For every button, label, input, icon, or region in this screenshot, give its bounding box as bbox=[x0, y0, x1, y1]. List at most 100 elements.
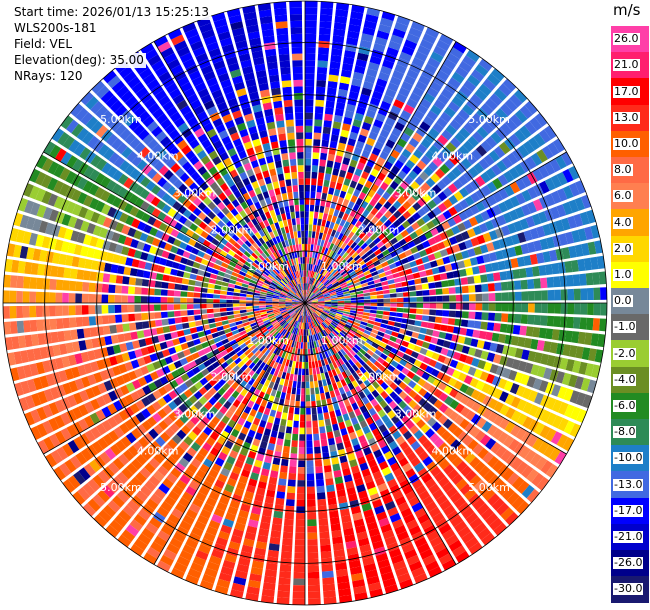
velocity-gate-cell bbox=[112, 413, 124, 425]
velocity-gate-cell bbox=[144, 151, 155, 163]
velocity-gate-cell bbox=[448, 310, 456, 318]
velocity-gate-cell bbox=[309, 307, 314, 314]
velocity-gate-cell bbox=[246, 414, 255, 423]
velocity-gate-cell bbox=[357, 206, 365, 215]
velocity-gate-cell bbox=[176, 270, 185, 278]
velocity-gate-cell bbox=[406, 185, 416, 196]
velocity-gate-cell bbox=[314, 272, 318, 279]
velocity-gate-cell bbox=[422, 290, 430, 296]
velocity-gate-cell bbox=[408, 525, 422, 536]
velocity-gate-cell bbox=[165, 340, 174, 348]
velocity-gate-cell bbox=[442, 446, 454, 458]
velocity-gate-cell bbox=[269, 316, 276, 321]
velocity-gate-cell bbox=[600, 303, 607, 316]
velocity-gate-cell bbox=[140, 252, 149, 261]
velocity-gate-cell bbox=[251, 324, 259, 330]
velocity-gate-cell bbox=[405, 348, 413, 356]
velocity-gate-cell bbox=[240, 469, 251, 478]
velocity-gate-cell bbox=[388, 205, 397, 214]
velocity-gate-cell bbox=[93, 514, 108, 528]
velocity-gate-cell bbox=[264, 280, 271, 286]
velocity-gate-cell bbox=[239, 210, 247, 218]
velocity-gate-cell bbox=[198, 221, 208, 230]
velocity-gate-cell bbox=[197, 211, 207, 221]
velocity-gate-cell bbox=[255, 317, 263, 322]
velocity-gate-cell bbox=[386, 258, 395, 265]
velocity-gate-cell bbox=[161, 365, 171, 375]
velocity-gate-cell bbox=[174, 418, 185, 429]
velocity-gate-cell bbox=[475, 303, 483, 311]
velocity-gate-cell bbox=[100, 190, 111, 202]
velocity-gate-cell bbox=[141, 287, 149, 295]
velocity-gate-cell bbox=[375, 211, 384, 220]
velocity-gate-cell bbox=[362, 411, 371, 420]
velocity-gate-cell bbox=[431, 352, 440, 361]
velocity-gate-cell bbox=[153, 453, 165, 464]
velocity-gate-cell bbox=[253, 313, 261, 317]
velocity-gate-cell bbox=[305, 250, 308, 258]
velocity-gate-cell bbox=[398, 390, 408, 400]
velocity-gate-cell bbox=[396, 303, 404, 308]
velocity-gate-cell bbox=[379, 353, 388, 360]
velocity-gate-cell bbox=[401, 45, 415, 56]
velocity-gate-cell bbox=[485, 136, 498, 149]
velocity-gate-cell bbox=[182, 235, 191, 244]
velocity-gate-cell bbox=[347, 342, 354, 349]
velocity-gate-cell bbox=[321, 338, 326, 345]
velocity-gate-cell bbox=[350, 125, 360, 134]
velocity-gate-cell bbox=[322, 405, 329, 413]
velocity-gate-cell bbox=[331, 304, 338, 307]
velocity-gate-cell bbox=[316, 80, 326, 88]
velocity-gate-cell bbox=[404, 268, 413, 275]
velocity-gate-cell bbox=[50, 265, 59, 277]
velocity-gate-cell bbox=[302, 368, 305, 376]
velocity-gate-cell bbox=[526, 434, 539, 448]
velocity-gate-cell bbox=[272, 280, 279, 286]
velocity-gate-cell bbox=[107, 75, 121, 89]
velocity-gate-cell bbox=[264, 455, 273, 464]
velocity-gate-cell bbox=[344, 110, 354, 119]
velocity-gate-cell bbox=[183, 328, 191, 336]
velocity-gate-cell bbox=[317, 346, 322, 354]
velocity-gate-cell bbox=[170, 450, 182, 462]
velocity-gate-cell bbox=[448, 287, 456, 294]
velocity-gate-cell bbox=[502, 212, 513, 224]
velocity-gate-cell bbox=[568, 345, 578, 358]
velocity-gate-cell bbox=[414, 278, 422, 285]
velocity-gate-cell bbox=[163, 416, 174, 426]
velocity-gate-cell bbox=[355, 369, 363, 377]
velocity-gate-cell bbox=[310, 264, 313, 271]
velocity-gate-cell bbox=[394, 159, 404, 170]
velocity-gate-cell bbox=[332, 423, 339, 432]
velocity-gate-cell bbox=[412, 165, 423, 175]
velocity-gate-cell bbox=[390, 307, 397, 312]
velocity-gate-cell bbox=[305, 7, 318, 15]
velocity-gate-cell bbox=[300, 408, 305, 415]
velocity-gate-cell bbox=[398, 400, 408, 410]
velocity-gate-cell bbox=[454, 403, 465, 414]
velocity-gate-cell bbox=[199, 298, 207, 303]
velocity-gate-cell bbox=[337, 298, 345, 301]
velocity-gate-cell bbox=[317, 296, 324, 300]
velocity-gate-cell bbox=[160, 501, 173, 513]
velocity-gate-cell bbox=[343, 56, 355, 65]
velocity-gate-cell bbox=[464, 207, 474, 218]
velocity-gate-cell bbox=[421, 255, 430, 264]
velocity-gate-cell bbox=[446, 271, 454, 279]
velocity-gate-cell bbox=[445, 486, 458, 498]
velocity-gate-cell bbox=[334, 337, 341, 344]
velocity-gate-cell bbox=[358, 537, 370, 547]
velocity-gate-cell bbox=[102, 393, 112, 405]
velocity-gate-cell bbox=[337, 350, 344, 358]
velocity-gate-cell bbox=[184, 265, 193, 273]
velocity-gate-cell bbox=[399, 479, 410, 490]
velocity-gate-cell bbox=[424, 133, 436, 144]
velocity-gate-cell bbox=[282, 385, 288, 393]
velocity-gate-cell bbox=[306, 473, 315, 481]
velocity-gate-cell bbox=[226, 202, 235, 212]
velocity-gate-cell bbox=[307, 539, 318, 546]
velocity-gate-cell bbox=[335, 482, 345, 491]
velocity-gate-cell bbox=[56, 266, 65, 278]
velocity-gate-cell bbox=[315, 93, 325, 101]
velocity-gate-cell bbox=[295, 328, 299, 335]
